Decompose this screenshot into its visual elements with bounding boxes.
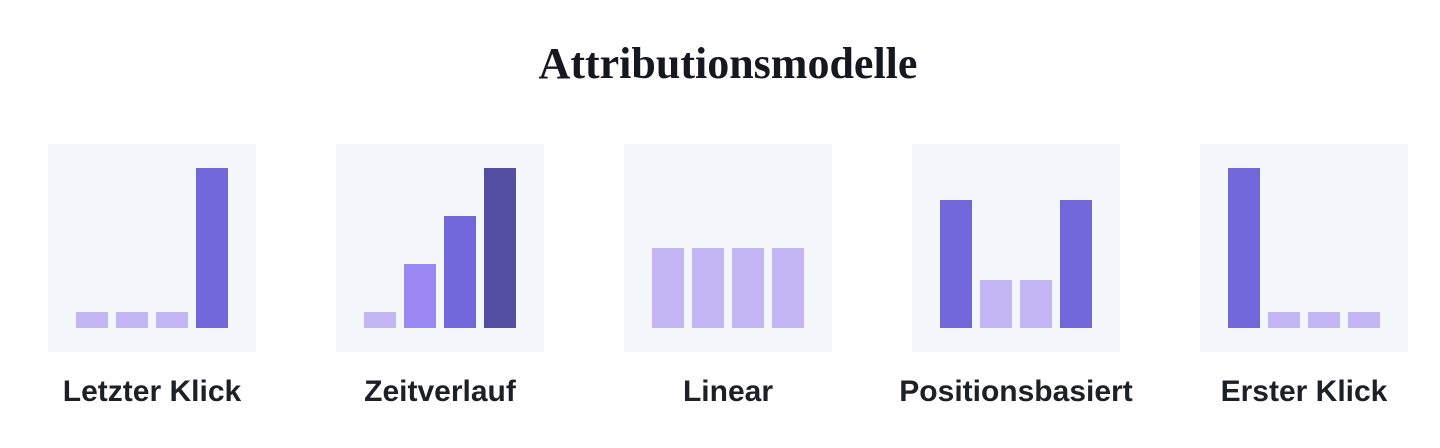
bar [980,280,1012,328]
bar [116,312,148,328]
bar [364,312,396,328]
model-label: Erster Klick [1221,375,1388,408]
bar [940,200,972,328]
model-card: Letzter Klick [48,144,256,408]
bar [1308,312,1340,328]
model-label: Letzter Klick [63,375,242,408]
bar [404,264,436,328]
bar [1348,312,1380,328]
page-title: Attributionsmodelle [539,39,918,88]
model-label: Linear [683,375,773,408]
bar [444,216,476,328]
bar [772,248,804,328]
bar [196,168,228,328]
bar [1060,200,1092,328]
model-card: Erster Klick [1200,144,1408,408]
bar [1020,280,1052,328]
model-card: Linear [624,144,832,408]
model-card: Zeitverlauf [336,144,544,408]
bar [156,312,188,328]
bar [692,248,724,328]
model-label: Zeitverlauf [364,375,517,408]
bar [1228,168,1260,328]
bar [484,168,516,328]
model-label: Positionsbasiert [899,375,1132,408]
model-card: Positionsbasiert [899,144,1133,408]
bar [652,248,684,328]
bar [732,248,764,328]
bar [1268,312,1300,328]
bar [76,312,108,328]
